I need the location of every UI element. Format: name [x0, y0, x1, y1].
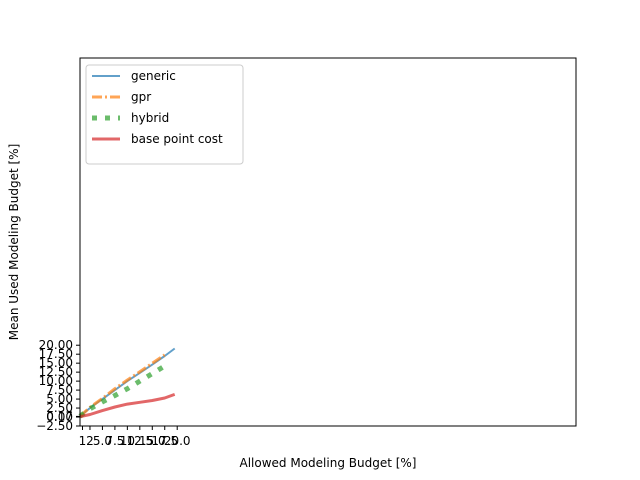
- y-axis-ticks: −2.500.000.172.505.007.5010.0012.5015.00…: [36, 338, 80, 433]
- x-tick-label: 1: [79, 434, 87, 448]
- series-layer: [78, 347, 176, 419]
- y-tick-label: 10.00: [39, 374, 73, 388]
- y-tick-label: 0.17: [46, 409, 73, 423]
- legend-label: hybrid: [131, 111, 169, 125]
- y-tick-label: 7.50: [46, 383, 73, 397]
- x-tick-label: 17.5: [151, 434, 178, 448]
- x-tick-label: 10: [120, 434, 135, 448]
- y-tick-label: 17.50: [39, 347, 73, 361]
- legend: generic gpr hybrid base point cost: [85, 64, 244, 165]
- legend-label: gpr: [131, 90, 151, 104]
- x-tick-label: 15.0: [139, 434, 166, 448]
- y-tick-label: 0.00: [46, 410, 73, 424]
- y-tick-label: 15.00: [39, 356, 73, 370]
- y-tick-label: 5.00: [46, 392, 73, 406]
- x-tick-label: 20.0: [164, 434, 191, 448]
- legend-box: [85, 64, 244, 165]
- series-line-hybrid: [78, 363, 167, 419]
- series-line-base-point-cost: [79, 392, 176, 419]
- x-tick-label: 5.0: [93, 434, 112, 448]
- x-tick-label: 12.5: [126, 434, 153, 448]
- y-tick-label: −2.50: [36, 419, 73, 433]
- y-tick-label: 2.50: [46, 401, 73, 415]
- legend-label: generic: [131, 69, 176, 83]
- x-tick-label: 2: [86, 434, 94, 448]
- x-tick-label: 7.5: [105, 434, 124, 448]
- y-tick-label: 12.50: [39, 365, 73, 379]
- x-axis-label: Allowed Modeling Budget [%]: [240, 456, 417, 470]
- axes-frame: [79, 57, 577, 427]
- legend-label: base point cost: [131, 132, 223, 146]
- y-axis-label: Mean Used Modeling Budget [%]: [7, 144, 21, 341]
- y-tick-label: 20.00: [39, 338, 73, 352]
